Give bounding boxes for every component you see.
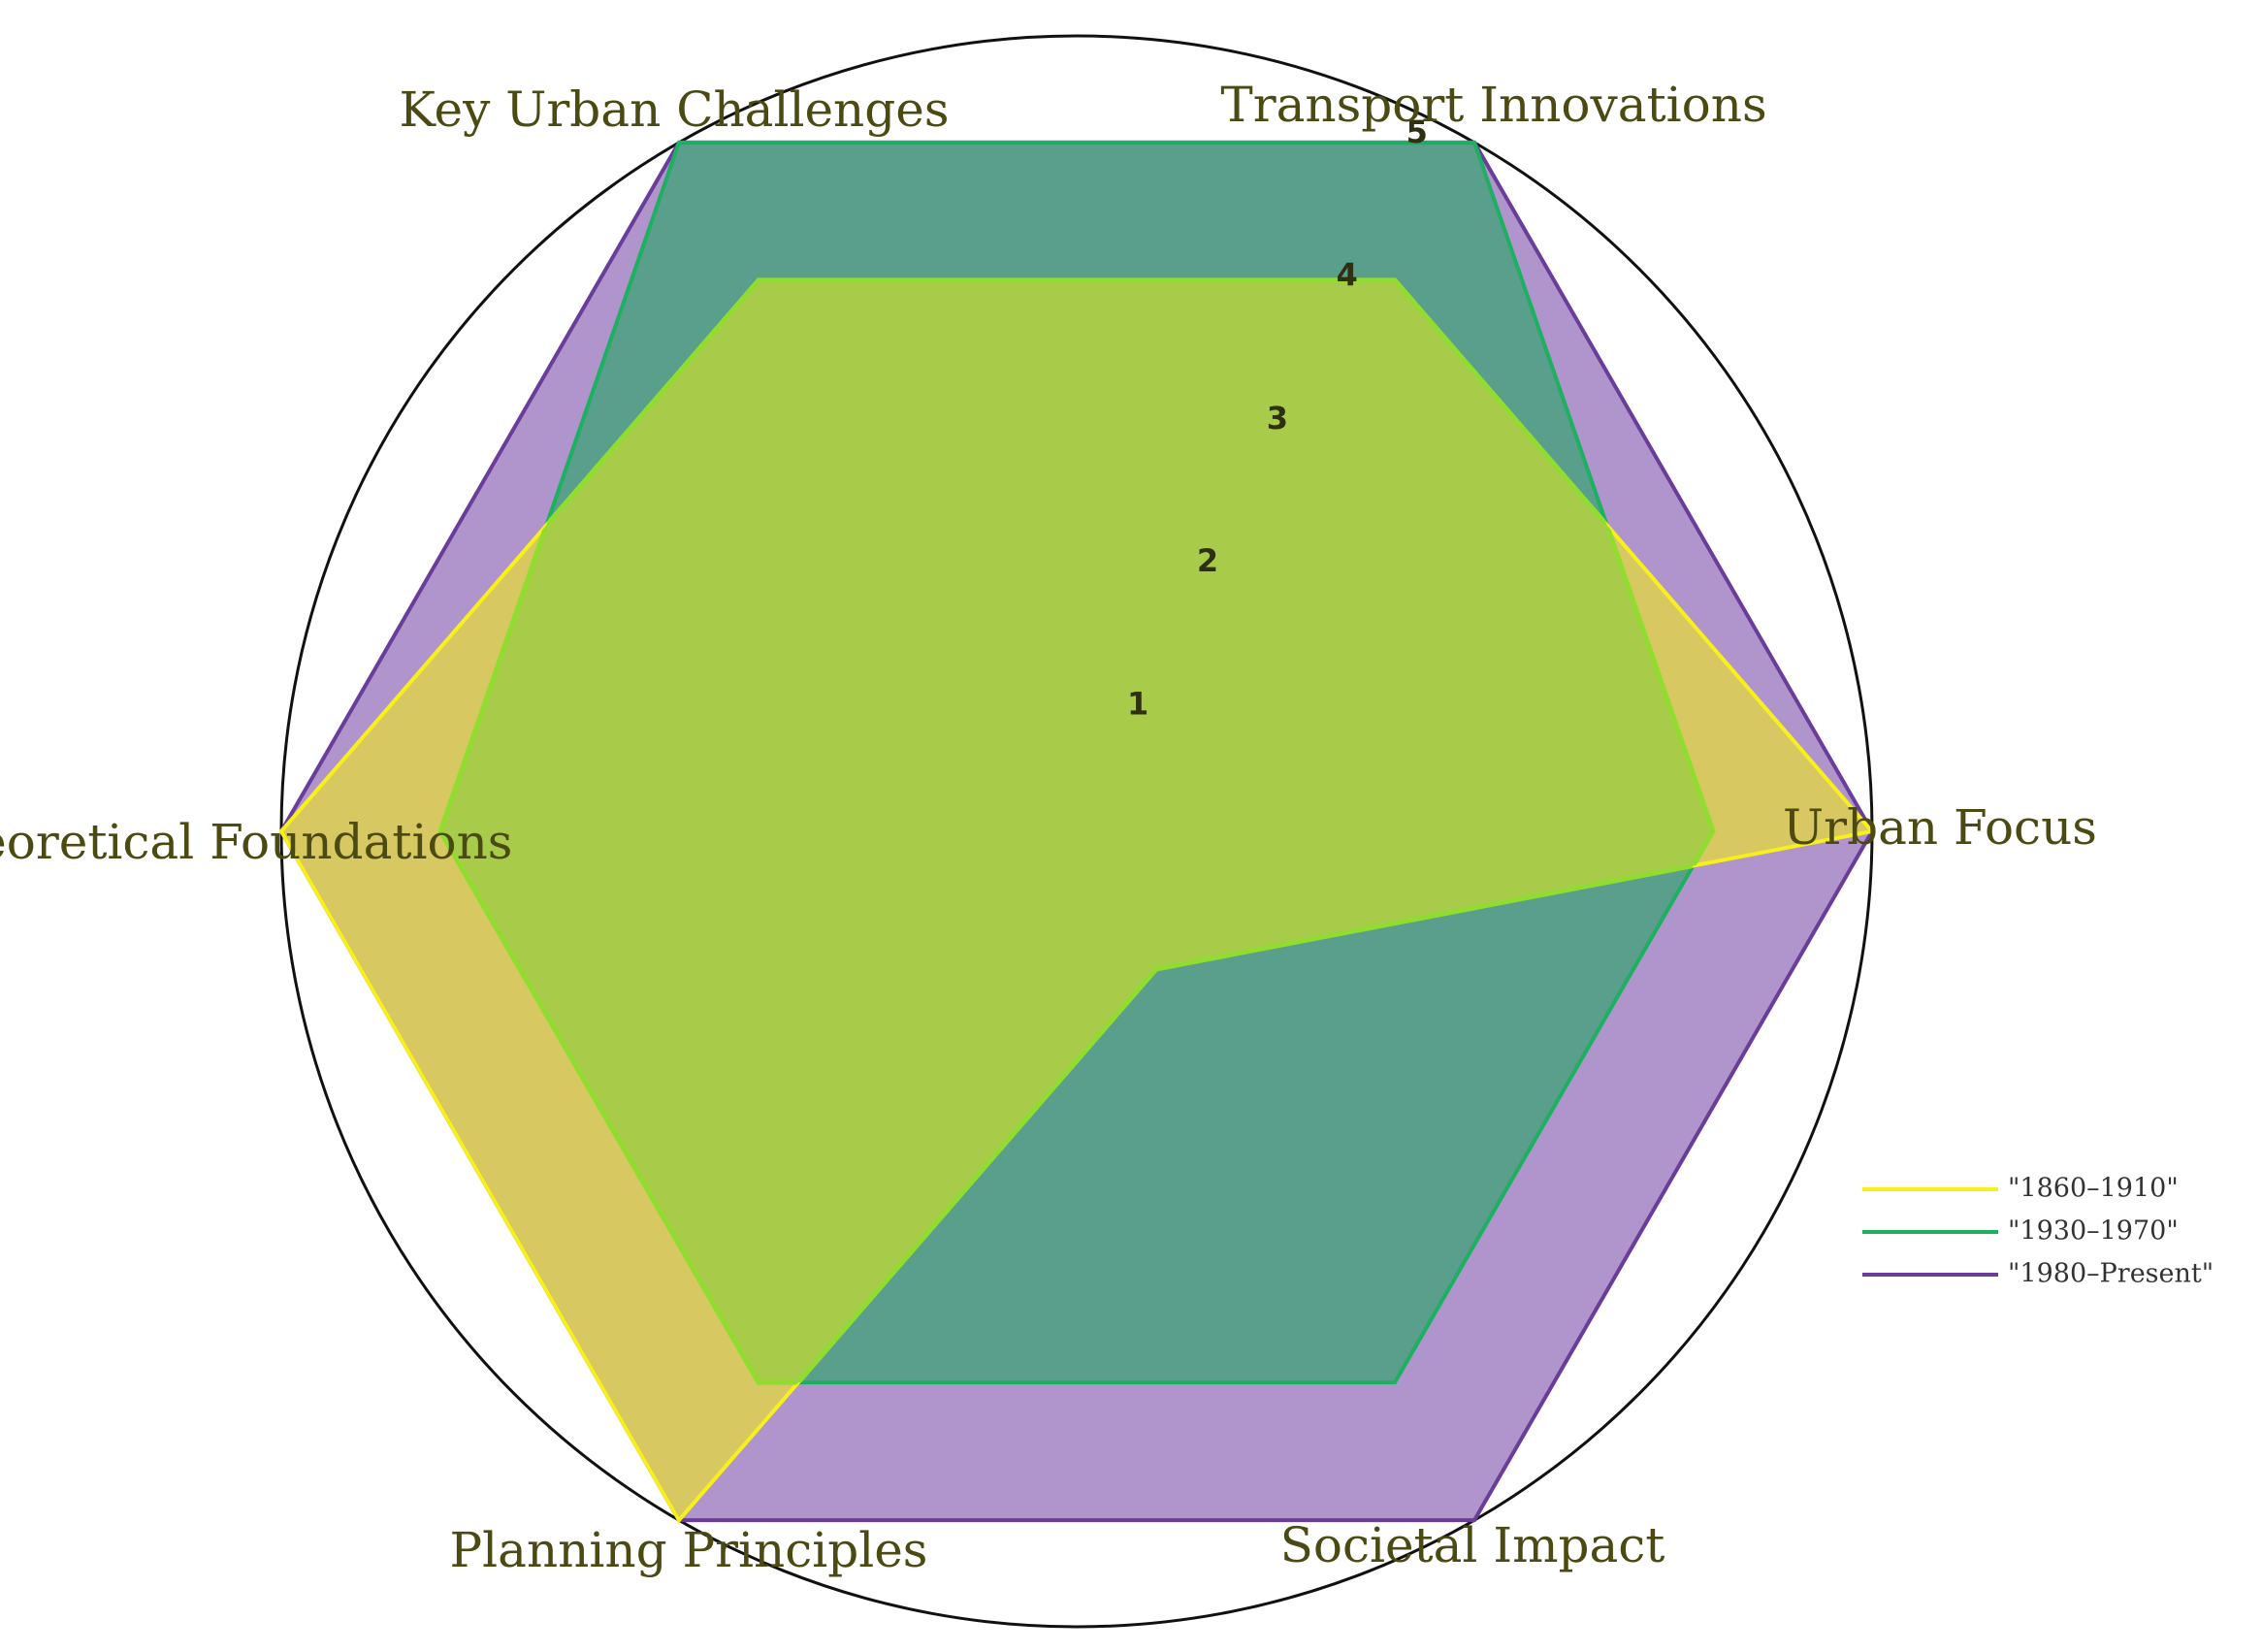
- overlap-clip-group: [440, 279, 1713, 1383]
- axis-label-0: Urban Focus: [1783, 799, 2097, 856]
- legend: "1860–1910" "1930–1970" "1980–Present": [1862, 1174, 2214, 1289]
- legend-label-0: "1860–1910": [2008, 1174, 2179, 1204]
- tick-labels: 1 2 3 4 5: [1127, 113, 1428, 723]
- axis-label-5: Societal Impact: [1280, 1517, 1665, 1573]
- axis-label-3: Theoretical Foundations: [0, 814, 512, 870]
- legend-label-1: "1930–1970": [2008, 1216, 2179, 1247]
- legend-label-2: "1980–Present": [2008, 1259, 2214, 1289]
- tick-label-4: 4: [1337, 256, 1358, 293]
- axis-label-1: Transport Innovations: [1220, 77, 1766, 133]
- overlap-fill: [440, 279, 1713, 1383]
- series: [278, 140, 1876, 1524]
- axis-label-2: Key Urban Challenges: [400, 81, 950, 138]
- axis-label-4: Planning Principles: [450, 1522, 928, 1578]
- tick-label-1: 1: [1127, 686, 1148, 723]
- axis-labels: Urban Focus Transport Innovations Key Urba…: [0, 77, 2097, 1578]
- tick-label-5: 5: [1406, 113, 1428, 150]
- overlap-outline-group-a: [440, 277, 1713, 1383]
- tick-label-3: 3: [1267, 400, 1288, 437]
- overlap-outline-a: [440, 277, 1713, 1383]
- tick-label-2: 2: [1197, 542, 1218, 579]
